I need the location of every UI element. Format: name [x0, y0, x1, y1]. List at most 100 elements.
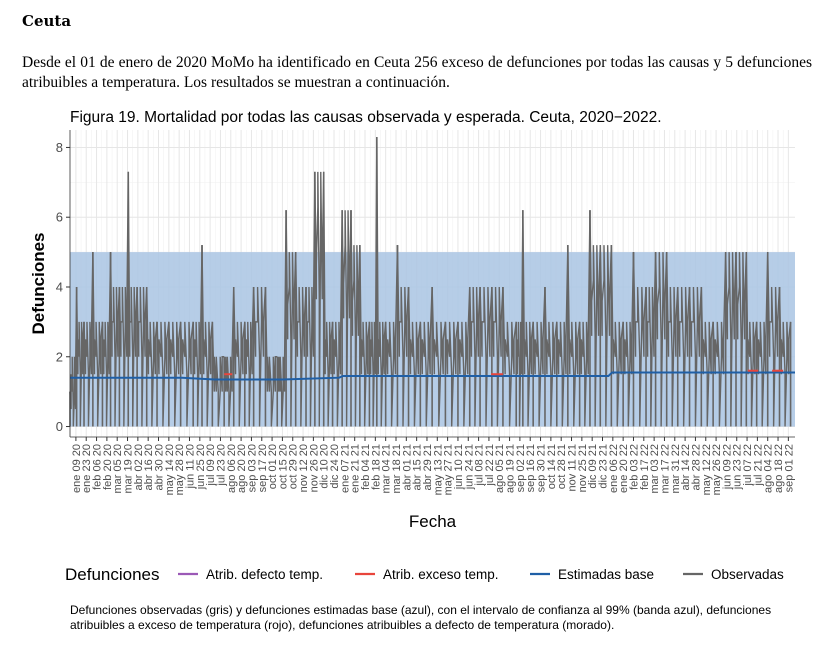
x-tick-label: nov 26 20: [308, 444, 320, 492]
x-tick-label: abr 01 21: [401, 444, 413, 490]
observed-line-segment: [457, 286, 471, 427]
x-tick-label: dic 23 21: [598, 444, 610, 489]
x-tick-label: oct 15 20: [277, 444, 289, 489]
observed-line-segment: [223, 286, 235, 427]
observed-line-segment: [522, 210, 534, 427]
observed-line-segment: [156, 321, 170, 427]
observed-line-segment: [407, 286, 422, 427]
intro-paragraph: Desde el 01 de enero de 2020 MoMo ha ide…: [22, 54, 812, 91]
observed-line-segment: [252, 286, 267, 427]
x-tick-label: oct 29 20: [288, 444, 300, 489]
observed-line-segment: [632, 252, 647, 427]
x-tick-label: jul 09 20: [205, 444, 217, 487]
x-tick-label: sep 17 20: [257, 444, 269, 492]
x-tick-label: dic 09 21: [587, 444, 599, 489]
observed-line-segment: [479, 286, 493, 427]
x-tick-label: abr 28 22: [690, 444, 702, 490]
observed-line-segment: [294, 252, 307, 427]
observed-line-segment: [688, 286, 703, 427]
y-tick-label: 4: [56, 279, 63, 294]
x-tick-label: feb 04 21: [360, 444, 372, 490]
x-tick-label: abr 29 21: [422, 444, 434, 490]
x-tick-label: jun 11 20: [184, 444, 196, 489]
observed-line-segment: [285, 210, 297, 427]
observed-line-segment: [192, 245, 203, 427]
legend-entry: Atrib. defecto temp.: [206, 567, 323, 582]
observed-line-segment: [444, 321, 459, 427]
observed-line-segment: [700, 286, 714, 427]
x-tick-label: mar 31 22: [670, 444, 682, 494]
legend: Defunciones Atrib. defecto temp. Atrib. ex…: [65, 565, 784, 584]
observed-line-segment: [350, 210, 361, 427]
x-tick-label: sep 03 20: [246, 444, 258, 492]
x-tick-label: mar 19 20: [123, 444, 135, 494]
observed-line-segment: [556, 245, 569, 427]
observed-line-segment: [323, 171, 334, 427]
x-tick-label: mar 05 20: [112, 444, 124, 494]
x-tick-label: may 14 20: [164, 444, 176, 495]
observed-line-segment: [610, 245, 624, 427]
legend-title: Defunciones: [65, 565, 160, 584]
x-tick-label: abr 02 20: [133, 444, 145, 490]
x-tick-label: may 12 22: [701, 444, 713, 495]
observed-line-segment: [622, 252, 635, 427]
line-layer: [70, 369, 795, 381]
section-title: Ceuta: [22, 12, 72, 30]
observed-line-segment: [118, 171, 129, 427]
y-axis-title: Defunciones: [29, 232, 48, 334]
observed-line-segment: [724, 252, 737, 427]
x-tick-label: jun 24 21: [463, 444, 475, 490]
observed-line-segment: [127, 171, 138, 427]
observed-line-segment: [755, 252, 769, 427]
x-tick-label: ene 06 22: [608, 444, 620, 493]
legend-entry: Atrib. exceso temp.: [383, 567, 499, 582]
x-tick-label: dic 10 20: [319, 444, 331, 489]
y-tick-label: 2: [56, 349, 63, 364]
x-tick-label: sep 01 22: [783, 444, 795, 492]
observed-line-segment: [778, 286, 792, 427]
observed-line-segment: [767, 252, 781, 427]
x-tick-label: jun 23 22: [732, 444, 744, 490]
observed-line-segment: [75, 286, 85, 427]
x-tick-label: nov 12 20: [298, 444, 310, 492]
observed-line-segment: [544, 286, 558, 427]
observed-line-segment: [233, 286, 246, 427]
x-tick-label: feb 03 22: [628, 444, 640, 490]
x-tick-label: feb 20 20: [102, 444, 114, 490]
x-axis-title: Fecha: [409, 512, 457, 531]
observed-line-segment: [515, 210, 524, 427]
observed-layer: [69, 136, 792, 427]
observed-line-segment: [599, 245, 613, 427]
x-tick-label: jul 07 22: [742, 444, 754, 487]
observed-line-segment: [305, 171, 316, 427]
observed-line-segment: [396, 245, 410, 427]
x-tick-label: jul 21 22: [752, 444, 764, 487]
x-tick-label: ene 20 22: [618, 444, 630, 493]
observed-line-segment: [645, 252, 657, 427]
observed-line-segment: [469, 286, 481, 427]
observed-line-segment: [276, 210, 287, 427]
x-tick-label: abr 15 21: [412, 444, 424, 490]
x-tick-label: jul 22 21: [484, 444, 496, 487]
observed-line-segment: [419, 286, 433, 427]
observed-line-segment: [146, 286, 158, 427]
x-tick-label: oct 01 20: [267, 444, 279, 489]
observed-line-segment: [244, 286, 255, 427]
observed-line-segment: [314, 171, 325, 427]
x-tick-label: jun 09 22: [721, 444, 733, 490]
observed-line-segment: [101, 252, 112, 427]
observed-line-segment: [745, 252, 758, 427]
x-tick-label: ago 18 22: [773, 444, 785, 493]
x-tick-label: jun 10 21: [453, 444, 465, 490]
observed-line-segment: [109, 252, 121, 427]
observed-line-segment: [532, 286, 546, 427]
observed-line-segment: [654, 252, 668, 427]
y-tick-label: 8: [56, 140, 63, 155]
x-tick-label: abr 14 22: [680, 444, 692, 490]
observed-line-segment: [211, 321, 225, 427]
legend-entry: Observadas: [711, 567, 784, 582]
x-tick-label: nov 11 21: [567, 444, 579, 492]
x-tick-label: jun 25 20: [195, 444, 207, 490]
x-tick-label: dic 24 20: [329, 444, 341, 489]
observed-line-segment: [92, 252, 104, 427]
